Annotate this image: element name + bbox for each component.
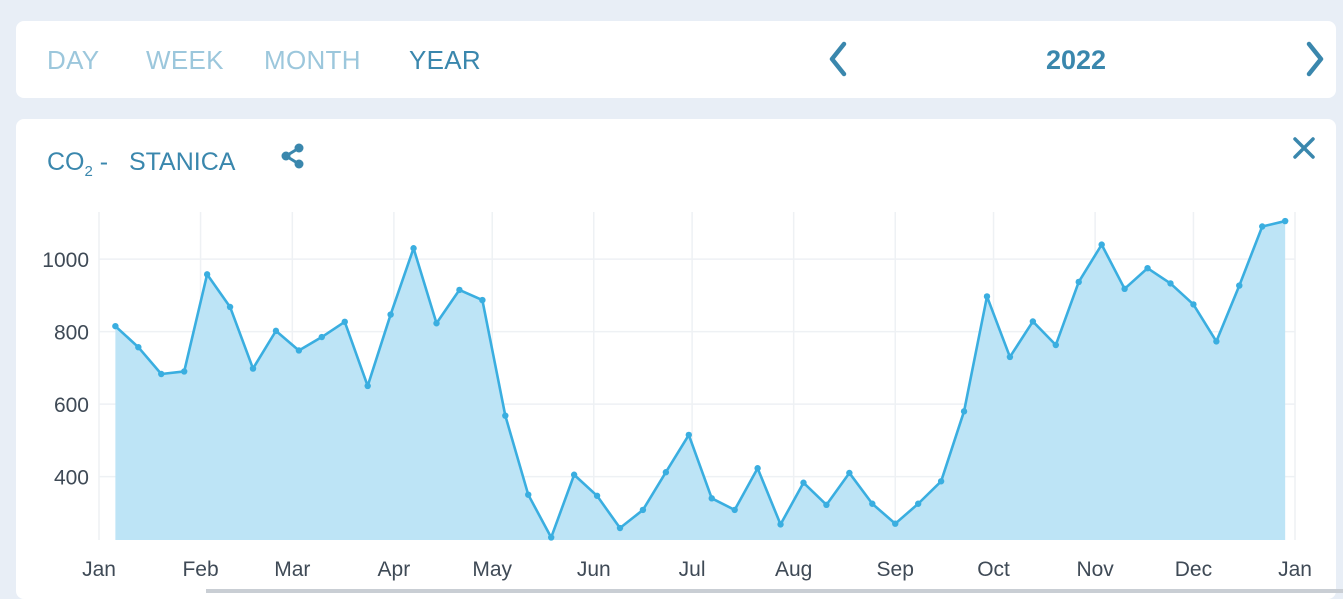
data-point [570, 471, 578, 478]
data-point [1052, 341, 1060, 349]
x-tick-label: Jan [1278, 558, 1312, 581]
data-point [846, 469, 853, 477]
horizontal-scrollbar[interactable] [206, 589, 1343, 593]
x-tick-label: Feb [182, 558, 218, 581]
data-point [456, 286, 463, 294]
data-point [937, 478, 945, 485]
data-point [1029, 318, 1037, 325]
data-point [685, 431, 693, 439]
data-point [1006, 353, 1014, 361]
x-tick-label: Nov [1076, 558, 1114, 581]
series-area [115, 221, 1286, 540]
card-title: CO2 - STANICA [47, 148, 235, 180]
x-tick-label: May [472, 558, 512, 581]
chevron-left-icon[interactable] [824, 39, 854, 79]
data-point [502, 412, 509, 419]
y-tick-label: 400 [54, 467, 89, 490]
y-tick-label: 600 [54, 394, 89, 417]
data-point [249, 365, 257, 372]
x-tick-label: Mar [274, 558, 310, 581]
x-tick-label: Sep [877, 558, 914, 581]
data-point [593, 492, 601, 499]
close-icon[interactable] [1292, 136, 1316, 160]
data-point [892, 520, 899, 527]
data-point [662, 469, 670, 476]
x-tick-label: Dec [1175, 558, 1212, 581]
data-point [1190, 301, 1197, 308]
data-point [479, 296, 486, 304]
data-point [754, 465, 761, 472]
data-point [639, 506, 647, 514]
period-tab-year[interactable]: YEAR [409, 45, 482, 75]
data-point [547, 534, 555, 541]
data-point [1236, 282, 1243, 289]
data-point [1167, 280, 1174, 287]
data-point [731, 506, 738, 514]
data-point [135, 343, 142, 351]
data-point [180, 368, 188, 375]
data-point [1121, 285, 1128, 293]
card-title-station: - STANICA [92, 148, 236, 176]
data-point [823, 501, 830, 509]
data-point [318, 333, 326, 341]
x-tick-label: Aug [775, 558, 812, 581]
data-point [1075, 278, 1082, 286]
card-title-subscript: 2 [84, 163, 93, 180]
selected-year: 2022 [1045, 45, 1107, 75]
period-tab-day[interactable]: DAY [47, 45, 100, 75]
data-point [1213, 338, 1220, 345]
share-icon[interactable] [280, 141, 306, 171]
data-point [410, 245, 417, 252]
data-point [869, 500, 876, 507]
data-point [1144, 264, 1151, 272]
y-tick-label: 1000 [42, 249, 89, 272]
data-point [1281, 217, 1289, 225]
period-tab-month[interactable]: MONTH [264, 45, 361, 75]
data-point [112, 322, 119, 330]
data-point [708, 495, 715, 502]
y-tick-label: 800 [54, 322, 89, 345]
x-tick-label: Jul [679, 558, 706, 581]
series-line [114, 219, 1286, 539]
data-point [272, 327, 280, 335]
data-point [983, 293, 991, 300]
card-title-prefix: CO [47, 148, 85, 176]
x-tick-label: Oct [977, 558, 1010, 581]
data-point [914, 500, 922, 507]
data-point [525, 491, 532, 498]
data-point [295, 347, 303, 354]
data-point [1259, 223, 1266, 230]
data-point [800, 479, 807, 486]
data-point [341, 318, 348, 326]
data-point [960, 408, 968, 415]
data-point [364, 382, 371, 390]
data-point [433, 320, 440, 327]
period-tab-week[interactable]: WEEK [146, 45, 224, 75]
data-point [203, 271, 211, 278]
data-point [777, 521, 784, 528]
data-point [616, 524, 624, 532]
data-point [1098, 241, 1105, 248]
x-tick-label: Jun [577, 558, 611, 581]
x-tick-label: Apr [378, 558, 411, 581]
data-point [158, 370, 165, 378]
x-tick-label: Jan [82, 558, 116, 581]
chevron-right-icon[interactable] [1299, 39, 1329, 79]
data-point [226, 303, 234, 311]
period-toolbar: DAY WEEK MONTH YEAR 2022 [16, 21, 1336, 98]
data-point [387, 311, 394, 318]
